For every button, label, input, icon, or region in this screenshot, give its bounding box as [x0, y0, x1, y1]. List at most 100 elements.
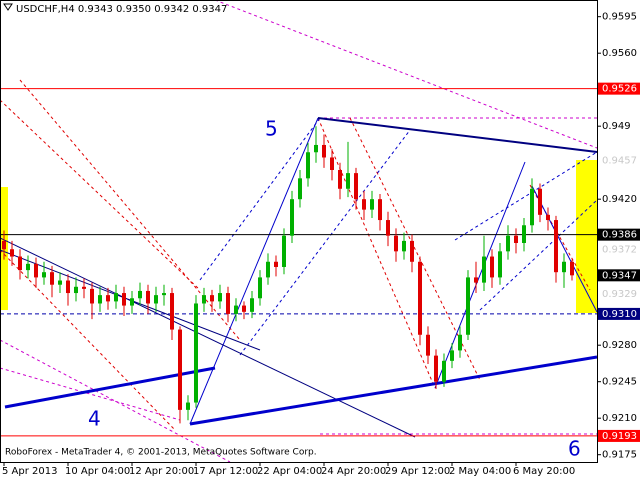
candle-body [34, 263, 38, 278]
candle-body [450, 350, 454, 361]
candle-body [442, 360, 446, 382]
candle-body [90, 288, 94, 304]
candle-body [346, 173, 350, 189]
candle-body [290, 199, 294, 236]
candle-body [506, 235, 510, 252]
price-label-box [598, 269, 640, 282]
y-tick-label: 0.9595 [602, 12, 637, 23]
candle-body [434, 355, 438, 382]
candle-body [130, 298, 134, 306]
candle-body [66, 280, 70, 294]
y-tick-label: 0.9245 [602, 377, 637, 388]
candle-body [370, 199, 374, 210]
trend-line [349, 117, 481, 381]
y-tick-label: 0.9175 [602, 450, 637, 461]
x-tick-label: 12 Apr 20:00 [129, 466, 194, 477]
trend-line [199, 117, 321, 281]
trend-line [317, 117, 436, 389]
candle-body [178, 329, 182, 410]
candle-body [226, 293, 230, 314]
y-tick-label: 0.949 [602, 121, 631, 132]
candle-body [362, 199, 366, 210]
candle-body [162, 293, 166, 296]
y-tick-label: 0.9280 [602, 340, 637, 351]
chart-header: USDCHF,H4 0.9343 0.9350 0.9342 0.9347 [16, 4, 227, 15]
candle-body [426, 334, 430, 356]
candle-body [10, 249, 14, 257]
candle-body [26, 263, 30, 271]
candle-body [2, 240, 6, 250]
price-label: 0.9329 [602, 289, 637, 300]
candle-body [474, 277, 478, 283]
x-tick-label: 29 Apr 12:00 [385, 466, 450, 477]
candle-body [314, 144, 318, 153]
candle-body [234, 305, 238, 314]
price-label: 0.9457 [602, 156, 637, 167]
candle-body [266, 261, 270, 278]
candle-body [298, 178, 302, 200]
trend-line [0, 339, 231, 463]
candle-body [530, 188, 534, 226]
candle-body [522, 225, 526, 243]
candle-body [354, 173, 358, 200]
candle-body [378, 199, 382, 221]
price-label: 0.9526 [602, 84, 637, 95]
y-tick-label: 0.9560 [602, 48, 637, 59]
candle-body [338, 169, 342, 189]
trend-line [434, 161, 526, 389]
candle-body [402, 240, 406, 252]
candle-body [322, 144, 326, 158]
candle-body [242, 305, 246, 312]
wave-label: 5 [265, 117, 278, 141]
candle-body [498, 251, 502, 278]
y-tick-label: 0.9210 [602, 413, 637, 424]
candle-body [82, 286, 86, 289]
candle-body [490, 256, 494, 278]
trend-line [0, 99, 201, 291]
target-zone [576, 160, 597, 313]
candle-body [154, 295, 158, 304]
x-tick-label: 22 Apr 04:00 [257, 466, 322, 477]
candle-body [114, 293, 118, 302]
candle-body [202, 295, 206, 304]
y-tick-label: 0.9420 [602, 194, 637, 205]
candle-body [74, 286, 78, 294]
candle-body [218, 293, 222, 302]
candle-body [138, 290, 142, 299]
candle-body [466, 277, 470, 335]
candle-body [386, 220, 390, 236]
collapse-icon[interactable] [3, 3, 13, 11]
candle-body [186, 402, 190, 410]
candle-body [274, 261, 278, 267]
candle-body [58, 280, 62, 285]
x-tick-label: 5 Apr 2013 [2, 466, 57, 477]
candle-body [50, 272, 54, 285]
candle-body [562, 261, 566, 273]
candle-body [258, 277, 262, 299]
candle-body [170, 293, 174, 330]
trend-line [0, 367, 181, 421]
price-label: 0.9193 [602, 431, 637, 442]
price-label-box [598, 307, 640, 320]
price-label-box [598, 82, 640, 95]
wave-label: 6 [568, 437, 581, 461]
candle-body [42, 272, 46, 278]
trend-line [189, 117, 319, 425]
candle-body [18, 256, 22, 271]
price-label-box [598, 243, 640, 256]
trend-line [531, 185, 598, 313]
candle-body [570, 261, 574, 276]
candle-body [514, 235, 518, 243]
candle-body [250, 298, 254, 312]
price-label-box [598, 429, 640, 442]
trend-line [239, 129, 411, 356]
trend-line [0, 237, 416, 438]
candle-body [122, 293, 126, 306]
candle-body [410, 240, 414, 262]
candle-body [538, 188, 542, 215]
trend-line [479, 199, 598, 311]
candle-body [106, 295, 110, 302]
price-label: 0.9347 [602, 270, 637, 281]
